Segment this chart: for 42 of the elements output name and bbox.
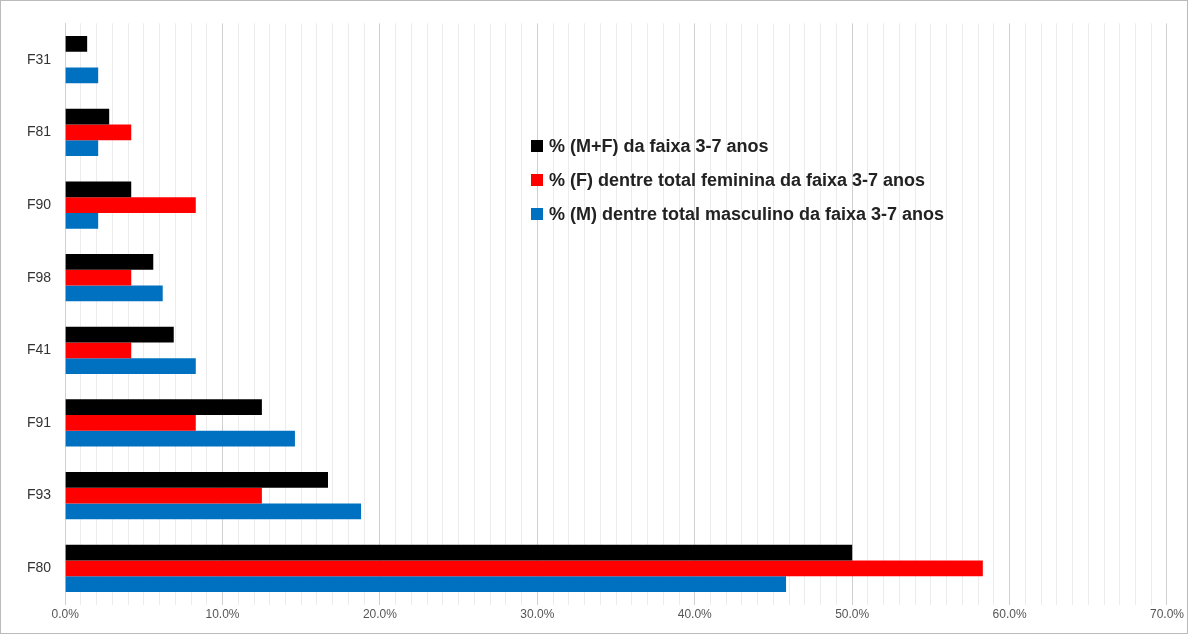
y-tick-label: F93 bbox=[27, 486, 52, 503]
bar bbox=[65, 269, 132, 286]
bar bbox=[65, 197, 196, 213]
bar bbox=[65, 576, 787, 592]
legend-label: % (M) dentre total masculino da faixa 3-7 anos bbox=[549, 204, 945, 224]
bar bbox=[65, 140, 99, 156]
bar bbox=[65, 67, 99, 84]
bar bbox=[65, 36, 88, 52]
y-tick-label: F31 bbox=[27, 50, 52, 67]
y-tick-label: F41 bbox=[27, 341, 52, 358]
bar bbox=[65, 358, 196, 374]
x-tick-label: 0.0% bbox=[51, 607, 80, 622]
y-tick-label: F90 bbox=[27, 195, 52, 212]
x-tick-label: 60.0% bbox=[992, 607, 1027, 622]
bar bbox=[65, 544, 853, 561]
y-tick-label: F80 bbox=[27, 559, 52, 576]
x-tick-label: 40.0% bbox=[677, 607, 713, 622]
bar bbox=[65, 181, 132, 198]
x-tick-label: 20.0% bbox=[362, 607, 398, 622]
bar bbox=[65, 326, 174, 343]
bar bbox=[65, 487, 262, 504]
x-tick-label: 30.0% bbox=[520, 607, 555, 622]
bar bbox=[65, 560, 983, 577]
bar bbox=[65, 399, 262, 416]
bar bbox=[65, 124, 132, 141]
legend-label: % (M+F) da faixa 3-7 anos bbox=[549, 136, 769, 156]
legend-label: % (F) dentre total feminina da faixa 3-7 anos bbox=[549, 170, 926, 190]
y-tick-label: F98 bbox=[27, 268, 52, 285]
x-tick-label: 70.0% bbox=[1149, 607, 1185, 622]
bar bbox=[65, 285, 163, 302]
bar bbox=[65, 503, 362, 520]
bar bbox=[65, 415, 196, 431]
y-tick-label: F81 bbox=[27, 123, 52, 140]
bar bbox=[65, 212, 99, 229]
bar bbox=[65, 472, 328, 488]
bar bbox=[65, 430, 295, 447]
bar bbox=[65, 254, 154, 270]
x-tick-label: 10.0% bbox=[205, 607, 240, 622]
x-tick-label: 50.0% bbox=[835, 607, 870, 622]
bar bbox=[65, 342, 132, 359]
bar bbox=[65, 108, 110, 125]
y-tick-label: F91 bbox=[27, 413, 52, 430]
